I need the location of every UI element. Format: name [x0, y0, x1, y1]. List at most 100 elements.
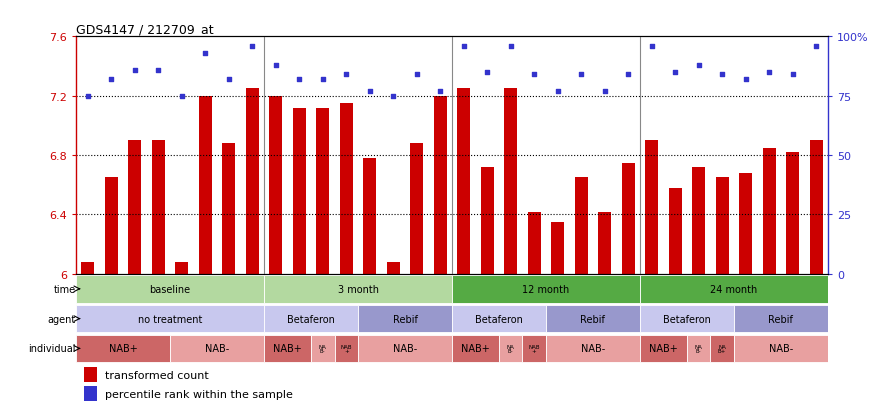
Text: NAB-: NAB- — [205, 344, 229, 354]
Bar — [451, 275, 639, 303]
Bar — [498, 335, 522, 362]
Text: Rebif: Rebif — [580, 314, 604, 324]
Text: Betaferon: Betaferon — [287, 314, 334, 324]
Bar — [83, 368, 97, 382]
Text: individual: individual — [29, 344, 76, 354]
Bar — [264, 335, 311, 362]
Bar — [545, 305, 639, 332]
Point — [597, 88, 611, 95]
Bar — [358, 335, 451, 362]
Point — [291, 76, 306, 83]
Bar — [451, 335, 499, 362]
Bar — [170, 335, 264, 362]
Bar — [733, 305, 827, 332]
Point — [198, 50, 212, 57]
Point — [409, 72, 424, 78]
Bar — [545, 335, 639, 362]
Text: NA
B-: NA B- — [506, 344, 514, 354]
Text: NAB+: NAB+ — [460, 344, 489, 354]
Text: NA
B+: NA B+ — [717, 344, 726, 354]
Point — [691, 62, 705, 69]
Bar — [785, 153, 798, 274]
Point — [456, 43, 470, 50]
Text: NAB
+: NAB + — [527, 344, 539, 354]
Text: baseline: baseline — [149, 284, 190, 294]
Bar — [386, 262, 400, 274]
Text: NAB+: NAB+ — [108, 344, 138, 354]
Text: percentile rank within the sample: percentile rank within the sample — [105, 389, 292, 399]
Bar — [363, 159, 375, 274]
Text: Betaferon: Betaferon — [662, 314, 710, 324]
Point — [714, 72, 729, 78]
Bar — [358, 305, 451, 332]
Bar — [645, 141, 657, 274]
Point — [316, 76, 330, 83]
Text: Rebif: Rebif — [768, 314, 792, 324]
Text: NAB+: NAB+ — [273, 344, 301, 354]
Point — [433, 88, 447, 95]
Bar — [551, 222, 563, 274]
Point — [573, 72, 587, 78]
Point — [550, 88, 564, 95]
Bar — [175, 262, 188, 274]
Point — [503, 43, 518, 50]
Text: NAB-: NAB- — [392, 344, 417, 354]
Bar — [340, 104, 352, 274]
Bar — [83, 386, 97, 401]
Bar — [128, 141, 141, 274]
Bar — [809, 141, 822, 274]
Bar — [292, 108, 306, 274]
Bar — [621, 163, 634, 274]
Bar — [76, 305, 264, 332]
Bar — [105, 178, 118, 274]
Bar — [639, 275, 827, 303]
Point — [174, 93, 189, 100]
Text: 3 month: 3 month — [337, 284, 378, 294]
Bar — [222, 144, 235, 274]
Point — [738, 76, 752, 83]
Bar — [574, 178, 587, 274]
Bar — [269, 96, 282, 274]
Bar — [715, 178, 728, 274]
Bar — [527, 212, 540, 274]
Point — [620, 72, 635, 78]
Bar — [81, 262, 94, 274]
Point — [151, 67, 165, 74]
Point — [128, 67, 142, 74]
Point — [479, 69, 493, 76]
Bar — [691, 168, 704, 274]
Text: NA
B-: NA B- — [318, 344, 326, 354]
Point — [385, 93, 400, 100]
Bar — [639, 335, 686, 362]
Bar — [152, 141, 164, 274]
Text: Betaferon: Betaferon — [475, 314, 522, 324]
Text: 12 month: 12 month — [522, 284, 569, 294]
Point — [222, 76, 236, 83]
Point — [644, 43, 658, 50]
Text: GDS4147 / 212709_at: GDS4147 / 212709_at — [76, 23, 214, 36]
Bar — [311, 335, 334, 362]
Bar — [710, 335, 733, 362]
Point — [785, 72, 799, 78]
Text: NAB-: NAB- — [580, 344, 604, 354]
Bar — [246, 89, 258, 274]
Text: Rebif: Rebif — [392, 314, 417, 324]
Point — [245, 43, 259, 50]
Point — [761, 69, 775, 76]
Point — [808, 43, 822, 50]
Bar — [668, 188, 681, 274]
Bar — [639, 305, 733, 332]
Bar — [264, 275, 451, 303]
Bar — [76, 335, 170, 362]
Bar — [762, 148, 775, 274]
Text: time: time — [54, 284, 76, 294]
Bar — [434, 96, 446, 274]
Bar — [522, 335, 545, 362]
Bar — [334, 335, 358, 362]
Bar — [503, 89, 517, 274]
Bar — [198, 96, 212, 274]
Bar — [76, 275, 264, 303]
Text: no treatment: no treatment — [138, 314, 202, 324]
Bar — [316, 108, 329, 274]
Text: NA
B-: NA B- — [694, 344, 702, 354]
